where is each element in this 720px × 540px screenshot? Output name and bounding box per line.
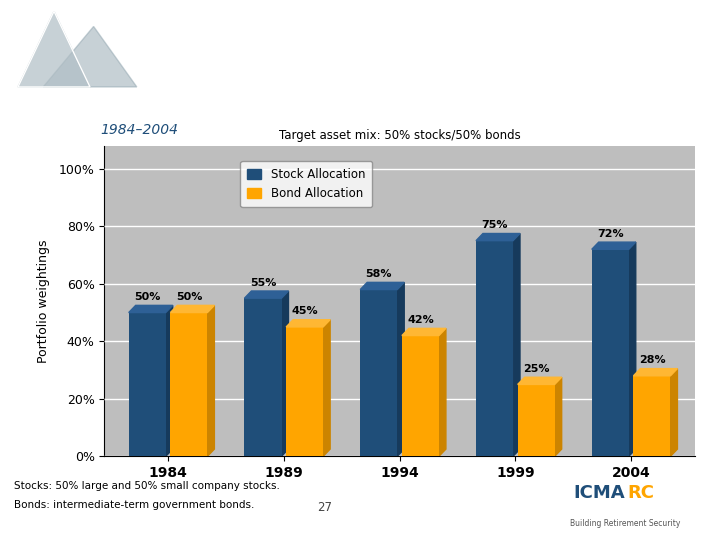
- Polygon shape: [323, 320, 330, 456]
- Text: RC: RC: [627, 484, 654, 502]
- Polygon shape: [629, 242, 636, 456]
- Text: ICMA: ICMA: [574, 484, 625, 502]
- Text: 75%: 75%: [481, 220, 508, 230]
- Bar: [476, 241, 513, 456]
- Polygon shape: [360, 282, 404, 289]
- Bar: [286, 327, 323, 456]
- Polygon shape: [402, 328, 446, 335]
- Polygon shape: [171, 305, 215, 313]
- Text: Building Retirement Security: Building Retirement Security: [570, 519, 680, 528]
- Bar: [171, 313, 207, 456]
- Polygon shape: [554, 377, 562, 456]
- Y-axis label: Portfolio weightings: Portfolio weightings: [37, 239, 50, 363]
- Polygon shape: [439, 328, 446, 456]
- Polygon shape: [634, 369, 678, 376]
- Polygon shape: [518, 377, 562, 384]
- Text: 1984–2004: 1984–2004: [101, 123, 179, 137]
- Polygon shape: [282, 291, 289, 456]
- Text: 28%: 28%: [639, 355, 665, 365]
- Text: 27: 27: [317, 501, 332, 514]
- Text: Stocks: 50% large and 50% small company stocks.: Stocks: 50% large and 50% small company …: [14, 481, 280, 491]
- Text: 55%: 55%: [250, 278, 276, 287]
- Bar: [245, 298, 282, 456]
- Text: 72%: 72%: [597, 228, 624, 239]
- Polygon shape: [476, 233, 520, 241]
- Polygon shape: [592, 242, 636, 249]
- Text: 50%: 50%: [176, 292, 202, 302]
- Title: Target asset mix: 50% stocks/50% bonds: Target asset mix: 50% stocks/50% bonds: [279, 129, 521, 142]
- Text: 50%: 50%: [134, 292, 161, 302]
- Text: 25%: 25%: [523, 364, 549, 374]
- Text: Bonds: intermediate-term government bonds.: Bonds: intermediate-term government bond…: [14, 500, 255, 510]
- Bar: [402, 335, 439, 456]
- Polygon shape: [397, 282, 404, 456]
- Polygon shape: [18, 11, 90, 87]
- Bar: [634, 376, 670, 456]
- Polygon shape: [513, 233, 520, 456]
- Polygon shape: [245, 291, 289, 298]
- Text: 42%: 42%: [407, 315, 434, 325]
- Text: 58%: 58%: [366, 269, 392, 279]
- Text: Importance of Rebalancing: Importance of Rebalancing: [155, 38, 577, 66]
- Bar: [129, 313, 166, 456]
- Polygon shape: [670, 369, 678, 456]
- Polygon shape: [207, 305, 215, 456]
- Polygon shape: [43, 26, 137, 87]
- Text: 45%: 45%: [292, 306, 318, 316]
- Polygon shape: [129, 305, 173, 313]
- Polygon shape: [286, 320, 330, 327]
- Legend: Stock Allocation, Bond Allocation: Stock Allocation, Bond Allocation: [240, 161, 372, 207]
- Polygon shape: [166, 305, 173, 456]
- Bar: [518, 384, 554, 456]
- Bar: [360, 289, 397, 456]
- Bar: [592, 249, 629, 456]
